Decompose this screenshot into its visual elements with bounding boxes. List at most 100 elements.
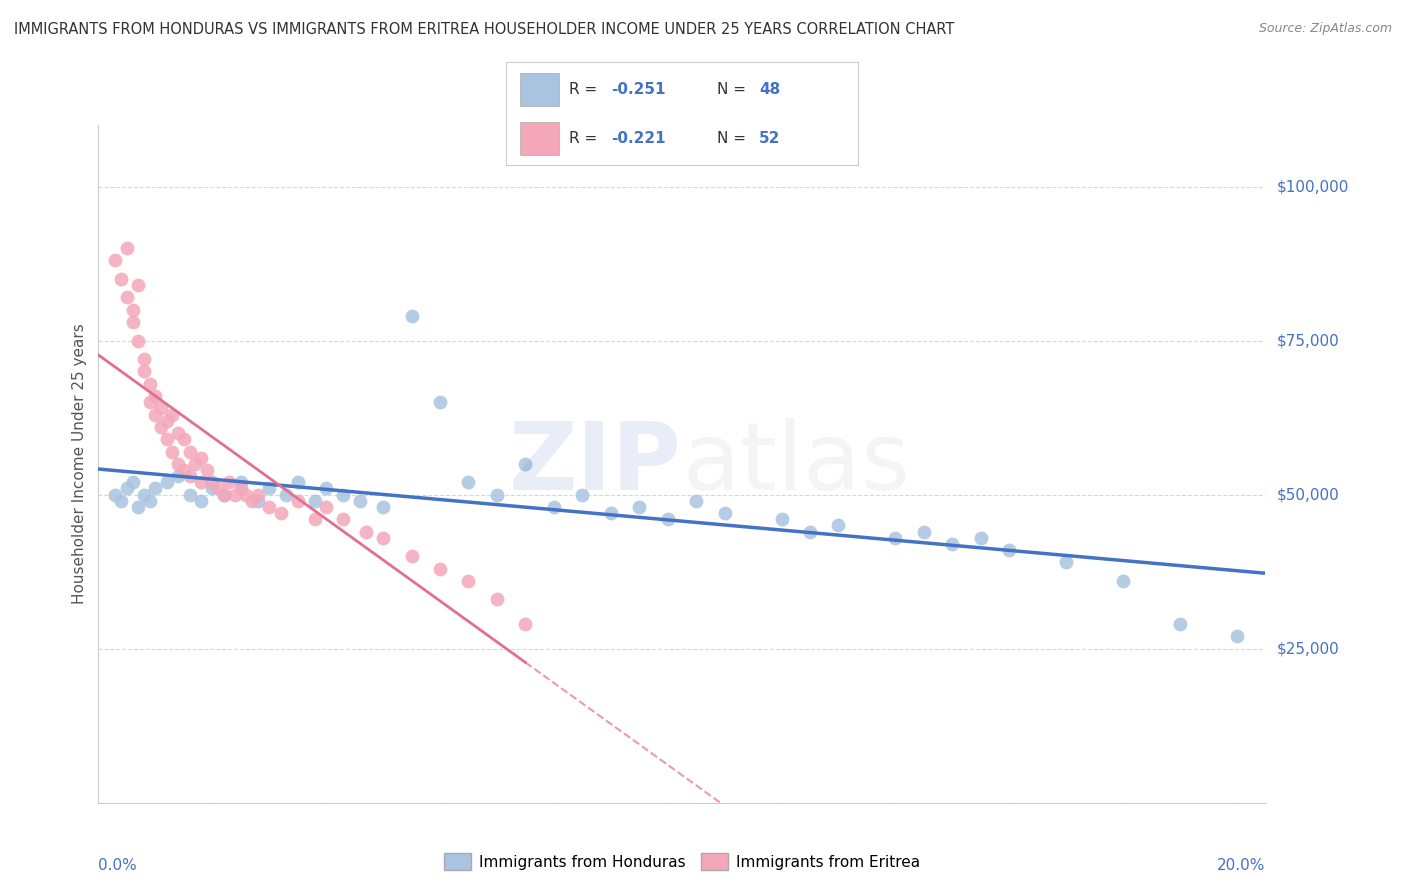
Point — [270, 506, 292, 520]
Point — [179, 488, 201, 502]
Point — [207, 482, 229, 496]
Point — [304, 512, 326, 526]
Point — [184, 457, 207, 471]
Point — [156, 475, 179, 490]
Point — [884, 531, 907, 545]
Point — [167, 469, 190, 483]
Point — [127, 500, 149, 514]
Point — [304, 493, 326, 508]
Point — [104, 488, 127, 502]
Point — [1168, 617, 1191, 632]
Point — [127, 278, 149, 293]
Text: R =: R = — [569, 131, 603, 146]
Point — [156, 414, 179, 428]
Point — [190, 450, 212, 465]
Point — [156, 432, 179, 446]
Text: R =: R = — [569, 81, 603, 96]
Point — [257, 482, 280, 496]
Point — [179, 444, 201, 458]
Point — [371, 500, 394, 514]
Text: -0.251: -0.251 — [612, 81, 666, 96]
Point — [332, 512, 354, 526]
Bar — [520, 122, 558, 155]
Point — [121, 315, 143, 329]
Text: IMMIGRANTS FROM HONDURAS VS IMMIGRANTS FROM ERITREA HOUSEHOLDER INCOME UNDER 25 : IMMIGRANTS FROM HONDURAS VS IMMIGRANTS F… — [14, 22, 955, 37]
Text: 20.0%: 20.0% — [1218, 858, 1265, 873]
Point — [110, 272, 132, 286]
Point — [315, 482, 337, 496]
Point — [485, 488, 508, 502]
Text: $50,000: $50,000 — [1277, 487, 1340, 502]
Point — [195, 463, 218, 477]
Point — [132, 364, 155, 378]
Point — [229, 482, 252, 496]
Point — [713, 506, 735, 520]
Point — [799, 524, 821, 539]
Point — [212, 488, 235, 502]
Point — [543, 500, 565, 514]
Point — [912, 524, 935, 539]
Point — [212, 488, 235, 502]
Point — [240, 493, 263, 508]
Point — [127, 334, 149, 348]
Point — [235, 488, 257, 502]
Point — [150, 401, 173, 416]
Point — [770, 512, 793, 526]
Text: atlas: atlas — [682, 417, 910, 510]
Point — [224, 488, 246, 502]
Text: $75,000: $75,000 — [1277, 333, 1340, 348]
Point — [121, 302, 143, 317]
Legend: Immigrants from Honduras, Immigrants from Eritrea: Immigrants from Honduras, Immigrants fro… — [437, 847, 927, 877]
Text: N =: N = — [717, 131, 751, 146]
Point — [138, 493, 160, 508]
Point — [1112, 574, 1135, 588]
Point — [143, 408, 166, 422]
Point — [190, 475, 212, 490]
Point — [110, 493, 132, 508]
Point — [315, 500, 337, 514]
Point — [457, 475, 479, 490]
Point — [332, 488, 354, 502]
Point — [599, 506, 621, 520]
Point — [371, 531, 394, 545]
Point — [104, 253, 127, 268]
Point — [571, 488, 593, 502]
Text: $25,000: $25,000 — [1277, 641, 1340, 657]
Text: N =: N = — [717, 81, 751, 96]
Point — [167, 425, 190, 440]
Text: 48: 48 — [759, 81, 780, 96]
Point — [685, 493, 707, 508]
Point — [167, 457, 190, 471]
Point — [246, 493, 269, 508]
Point — [349, 493, 371, 508]
Point — [138, 376, 160, 391]
Point — [115, 241, 138, 255]
Text: Source: ZipAtlas.com: Source: ZipAtlas.com — [1258, 22, 1392, 36]
Point — [276, 488, 298, 502]
Point — [429, 395, 451, 409]
Point — [179, 469, 201, 483]
Point — [970, 531, 993, 545]
Point — [173, 432, 195, 446]
Point — [143, 482, 166, 496]
Point — [201, 482, 224, 496]
Point — [138, 395, 160, 409]
Point — [827, 518, 849, 533]
Point — [115, 290, 138, 304]
Point — [941, 537, 963, 551]
Text: 0.0%: 0.0% — [98, 858, 138, 873]
Point — [257, 500, 280, 514]
Point — [287, 475, 309, 490]
Point — [657, 512, 679, 526]
Point — [628, 500, 651, 514]
Point — [515, 617, 537, 632]
Point — [515, 457, 537, 471]
Text: 52: 52 — [759, 131, 780, 146]
Point — [121, 475, 143, 490]
Point — [115, 482, 138, 496]
Point — [485, 592, 508, 607]
Point — [401, 309, 423, 323]
Text: $100,000: $100,000 — [1277, 179, 1348, 194]
Point — [162, 408, 184, 422]
Bar — [520, 73, 558, 105]
